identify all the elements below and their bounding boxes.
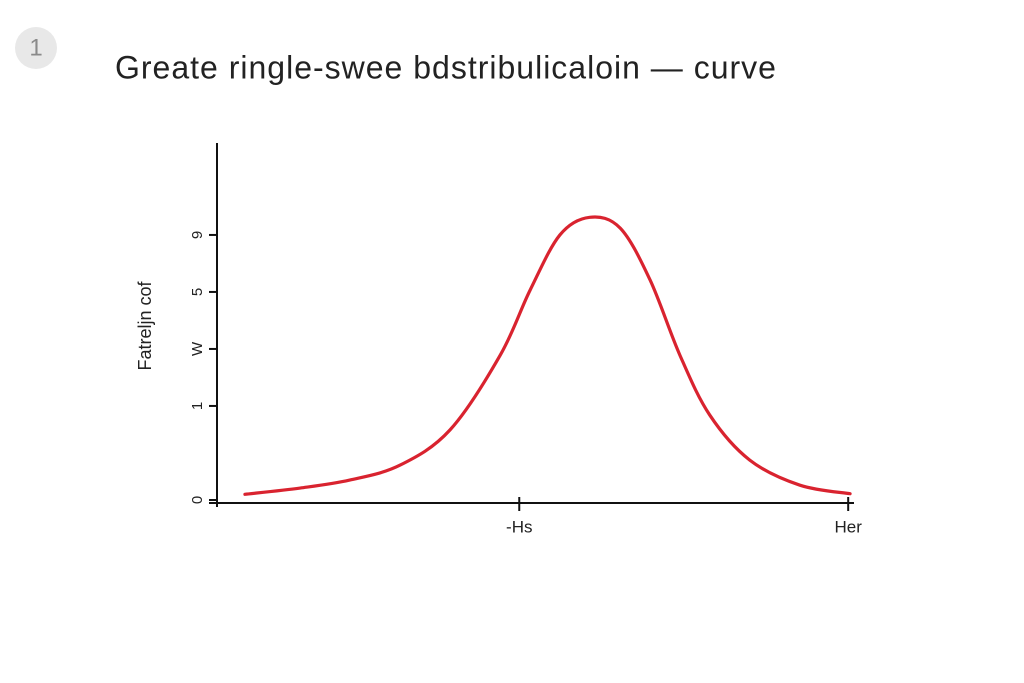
step-number: 1 [29,34,42,61]
chart-title: Greate ringle-swee bdstribulicaloin — cu… [115,49,777,85]
y-tick-label: 1 [189,402,206,410]
x-tick-label: Her [834,517,862,536]
y-tick-label: 0 [189,496,206,504]
y-tick-label: 5 [189,288,206,296]
x-tick-label: -Hs [506,517,532,536]
y-tick-label: 9 [189,231,206,239]
y-axis-label: Fatreljn cof [135,280,155,370]
curve [243,215,852,496]
step-badge [15,27,57,69]
y-tick-label: W [189,341,206,356]
